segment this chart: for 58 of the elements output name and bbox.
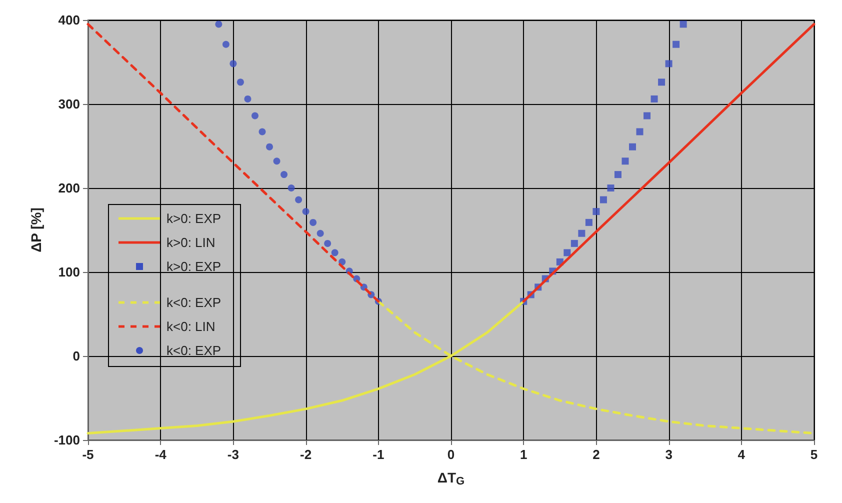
point [629, 143, 636, 150]
x-tick-label: 2 [592, 447, 600, 462]
legend-label: k<0: EXP [166, 295, 222, 310]
x-tick-label: 5 [810, 447, 818, 462]
point [302, 208, 310, 216]
x-tick-label: -1 [372, 447, 384, 462]
point [680, 20, 687, 28]
legend-label: k<0: EXP [166, 343, 222, 358]
legend-label: k>0: LIN [166, 235, 216, 250]
point [266, 143, 273, 150]
point [324, 240, 332, 247]
y-axis-title: ΔP [%] [28, 208, 44, 252]
point [251, 112, 258, 120]
point [622, 158, 629, 165]
point [222, 40, 230, 48]
point [672, 40, 680, 48]
point [295, 196, 302, 204]
point [564, 249, 571, 256]
point [650, 95, 658, 102]
point [665, 60, 672, 68]
legend-label: k>0: EXP [166, 259, 222, 274]
x-tick-label: -5 [82, 447, 94, 462]
point [585, 218, 592, 226]
point [636, 128, 644, 136]
x-tick-label: 0 [447, 447, 455, 462]
point [280, 171, 288, 178]
point [578, 230, 586, 237]
point [614, 171, 622, 178]
x-tick-label: 4 [738, 447, 746, 462]
point [658, 78, 666, 86]
point [310, 218, 317, 226]
point [244, 95, 252, 102]
point [592, 208, 600, 216]
x-tick-label: 1 [520, 447, 528, 462]
x-tick-label: -3 [227, 447, 239, 462]
y-tick-label: 400 [58, 12, 80, 28]
legend-label: k>0: EXP [166, 211, 222, 226]
point [607, 184, 614, 192]
point [236, 78, 244, 86]
point [273, 158, 280, 165]
x-tick-label: -4 [154, 447, 168, 462]
y-tick-label: 100 [58, 264, 80, 280]
point [288, 184, 295, 192]
point [331, 249, 338, 256]
x-tick-label: -2 [300, 447, 312, 462]
point [215, 20, 222, 28]
x-tick-label: 3 [665, 447, 672, 462]
point [316, 230, 324, 237]
point [230, 60, 237, 68]
point [258, 128, 266, 136]
point [600, 196, 607, 204]
legend-label: k<0: LIN [166, 319, 216, 334]
point [570, 240, 578, 247]
y-tick-label: 200 [58, 180, 80, 196]
y-tick-label: 0 [72, 348, 80, 364]
point [644, 112, 651, 120]
y-tick-label: -100 [54, 432, 80, 448]
y-tick-label: 300 [58, 96, 80, 112]
